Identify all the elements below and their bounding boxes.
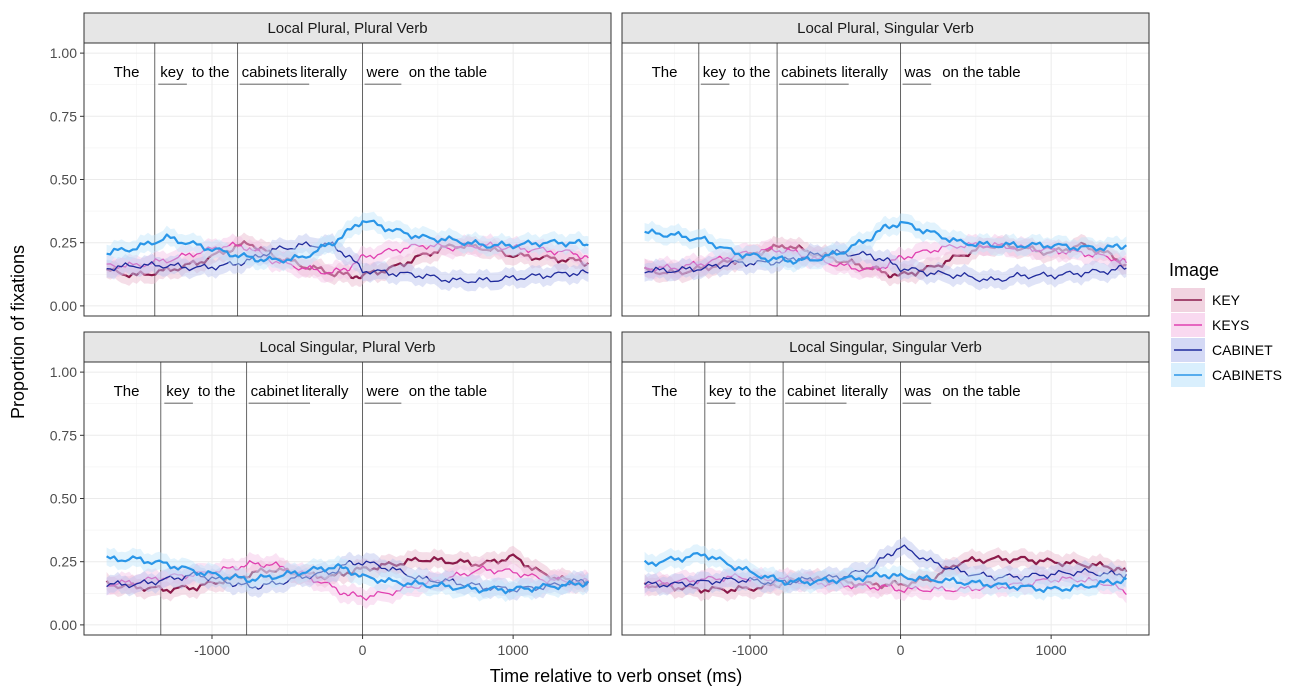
series-line-keys bbox=[106, 560, 589, 601]
series-line-cabinet bbox=[644, 248, 1127, 283]
sentence-word: to the bbox=[739, 383, 777, 400]
sentence-word: literally bbox=[841, 64, 888, 81]
facet-strip bbox=[621, 331, 1150, 363]
series-ribbon-cabinet bbox=[644, 536, 1127, 597]
sentence-word: cabinets bbox=[781, 64, 837, 81]
series-line-cabinet bbox=[106, 241, 589, 284]
facet-title: Local Singular, Singular Verb bbox=[789, 339, 982, 356]
sentence-word: were bbox=[366, 64, 400, 81]
series-ribbon-keys bbox=[644, 564, 1127, 604]
sentence-word: on the table bbox=[409, 383, 487, 400]
sentence-word: key bbox=[703, 64, 727, 81]
facet-strip bbox=[83, 12, 612, 44]
y-tick-label: 0.25 bbox=[50, 235, 77, 251]
sentence-word: cabinet bbox=[787, 383, 836, 400]
series-line-key bbox=[106, 240, 590, 280]
y-axis-title: Proportion of fixations bbox=[8, 245, 28, 419]
facet-strip bbox=[621, 12, 1150, 44]
facet-title: Local Plural, Plural Verb bbox=[267, 20, 427, 37]
series-line-cabinet bbox=[644, 544, 1127, 588]
panel-border bbox=[621, 42, 1150, 317]
facet-panel: Local Singular, Plural Verb The key to the c… bbox=[50, 331, 612, 658]
series-ribbon-key bbox=[644, 547, 1127, 602]
sentence-word: key bbox=[709, 383, 733, 400]
legend-label: CABINETS bbox=[1212, 367, 1282, 383]
sentence-word: cabinets bbox=[242, 64, 298, 81]
x-tick-label: 1000 bbox=[1036, 642, 1067, 658]
series-ribbon-keys bbox=[106, 551, 589, 609]
sentence-word: to the bbox=[198, 383, 236, 400]
x-tick-label: -1000 bbox=[732, 642, 768, 658]
legend: Image KEY KEYS CABINET CABINETS bbox=[1169, 260, 1282, 387]
series-ribbon-key bbox=[644, 233, 1127, 287]
legend-label: CABINET bbox=[1212, 342, 1273, 358]
series-line-key bbox=[643, 554, 1128, 594]
legend-label: KEY bbox=[1212, 292, 1241, 308]
series-line-keys bbox=[644, 573, 1127, 596]
x-tick-label: 0 bbox=[897, 642, 905, 658]
sentence-word: cabinet bbox=[251, 383, 300, 400]
series-ribbon-cabinets bbox=[644, 544, 1127, 601]
series-line-cabinets bbox=[643, 552, 1128, 593]
y-tick-label: 1.00 bbox=[50, 364, 77, 380]
sentence-word: key bbox=[166, 383, 190, 400]
sentence-word: on the table bbox=[409, 64, 487, 81]
x-tick-label: -1000 bbox=[194, 642, 230, 658]
series-ribbon-cabinet bbox=[644, 240, 1127, 291]
sentence-word: The bbox=[652, 64, 678, 81]
series-line-cabinets bbox=[106, 555, 589, 595]
panel-border bbox=[621, 361, 1150, 636]
series-line-key bbox=[105, 553, 590, 594]
sentence-word: was bbox=[904, 383, 932, 400]
sentence-word: to the bbox=[192, 64, 230, 81]
y-tick-label: 0.75 bbox=[50, 108, 77, 124]
y-tick-label: 0.50 bbox=[50, 491, 77, 507]
sentence-word: literally bbox=[302, 383, 349, 400]
facet-title: Local Plural, Singular Verb bbox=[797, 20, 974, 37]
sentence-word: key bbox=[160, 64, 184, 81]
series-line-keys bbox=[644, 241, 1127, 272]
y-tick-label: 1.00 bbox=[50, 45, 77, 61]
sentence-word: The bbox=[114, 383, 140, 400]
series-line-key bbox=[643, 241, 1127, 279]
series-line-cabinets bbox=[106, 219, 589, 264]
y-tick-label: 0.75 bbox=[50, 427, 77, 443]
sentence-word: was bbox=[904, 64, 932, 81]
facet-title: Local Singular, Plural Verb bbox=[260, 339, 436, 356]
sentence-word: literally bbox=[300, 64, 347, 81]
sentence-word: were bbox=[366, 383, 400, 400]
x-tick-label: 1000 bbox=[498, 642, 529, 658]
sentence-word: on the table bbox=[942, 64, 1020, 81]
sentence-word: literally bbox=[841, 383, 888, 400]
series-ribbon-cabinet bbox=[106, 551, 589, 601]
facet-panel: Local Plural, Plural Verb The key to the cab… bbox=[50, 12, 612, 317]
sentence-word: The bbox=[114, 64, 140, 81]
x-tick-label: 0 bbox=[359, 642, 367, 658]
y-tick-label: 0.00 bbox=[50, 617, 77, 633]
y-tick-label: 0.50 bbox=[50, 172, 77, 188]
series-line-cabinets bbox=[644, 220, 1128, 265]
sentence-word: to the bbox=[733, 64, 771, 81]
sentence-word: The bbox=[652, 383, 678, 400]
legend-label: KEYS bbox=[1212, 317, 1249, 333]
x-axis-title: Time relative to verb onset (ms) bbox=[490, 666, 742, 686]
series-ribbon-cabinet bbox=[106, 233, 589, 292]
y-tick-label: 0.25 bbox=[50, 554, 77, 570]
sentence-word: on the table bbox=[942, 383, 1020, 400]
y-tick-label: 0.00 bbox=[50, 298, 77, 314]
series-ribbon-cabinets bbox=[106, 547, 589, 603]
facet-panel: Local Singular, Singular Verb The key to th… bbox=[621, 331, 1150, 658]
series-ribbon-cabinets bbox=[106, 211, 589, 272]
facet-panel: Local Plural, Singular Verb The key to the c… bbox=[621, 12, 1150, 317]
series-ribbon-keys bbox=[644, 233, 1127, 280]
legend-title: Image bbox=[1169, 260, 1219, 280]
